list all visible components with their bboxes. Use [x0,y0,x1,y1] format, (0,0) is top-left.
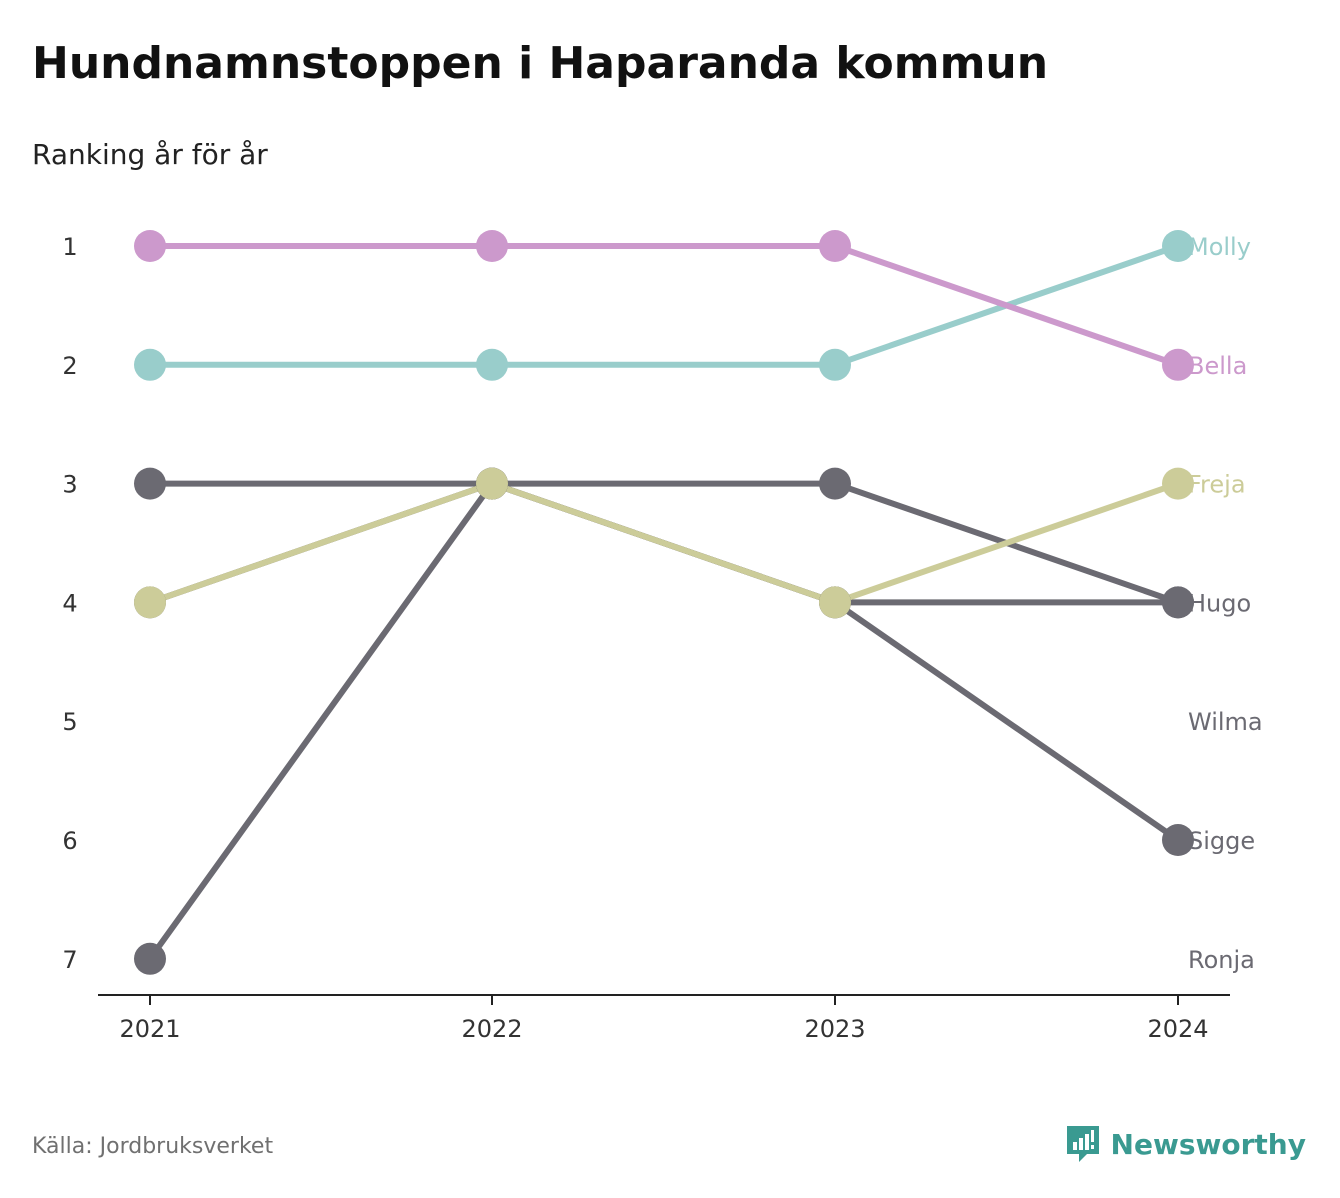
chart-subtitle: Ranking år för år [32,138,268,171]
x-tick-label: 2024 [1147,1015,1208,1043]
series-lines [147,243,1181,962]
point-molly [134,348,166,381]
end-labels: Molly Bella Freja Hugo Wilma Sigge Ronja [1188,233,1263,974]
end-label-sigge: Sigge [1188,827,1255,855]
end-label-wilma: Wilma [1188,708,1263,736]
point-bella [819,230,851,262]
x-tick-label: 2022 [461,1015,522,1043]
point-hugo [134,467,166,500]
y-tick-label: 2 [62,352,77,380]
y-tick-label: 6 [62,827,77,855]
point-molly [1162,230,1194,262]
point-molly [819,348,851,381]
series-line-freja [147,480,1181,606]
point-hugo [819,467,851,500]
point-bella [134,230,166,262]
end-label-molly: Molly [1188,233,1251,261]
y-tick-label: 4 [62,589,77,617]
series-line-sigge [147,480,1181,962]
chart-title: Hundnamnstoppen i Haparanda kommun [32,38,1049,89]
y-tick-label: 7 [62,946,77,974]
point-sigge [134,942,166,975]
x-tick-label: 2021 [119,1015,180,1043]
series-line-bella [147,243,1181,368]
bump-chart: 1 2 3 4 5 6 7 Molly Bella Freja Hugo Wilma Sigge Ron… [62,230,1263,1043]
end-label-freja: Freja [1188,471,1246,499]
source-note: Källa: Jordbruksverket [32,1134,274,1159]
brand[interactable]: Newsworthy [1065,1124,1306,1164]
point-bella [476,230,508,262]
newsworthy-logo-icon [1066,1126,1099,1162]
point-freja [476,467,508,500]
x-tick-label: 2023 [804,1015,865,1043]
end-label-bella: Bella [1188,352,1247,380]
y-axis-ticks: 1 2 3 4 5 6 7 [62,233,77,974]
point-molly [476,348,508,381]
point-bella [1162,348,1194,381]
x-axis: 2021 2022 2023 2024 [98,994,1230,1043]
point-freja [134,586,166,619]
end-label-ronja: Ronja [1188,946,1255,974]
end-label-hugo: Hugo [1188,589,1251,617]
brand-name: Newsworthy [1110,1127,1306,1161]
series-points [134,230,1194,975]
point-wilma [1162,586,1194,619]
y-tick-label: 3 [62,471,77,499]
y-tick-label: 1 [62,233,77,261]
point-freja [1162,467,1194,500]
point-sigge [1162,824,1194,856]
y-tick-label: 5 [62,708,77,736]
point-freja [819,586,851,619]
series-line-molly [147,243,1181,368]
